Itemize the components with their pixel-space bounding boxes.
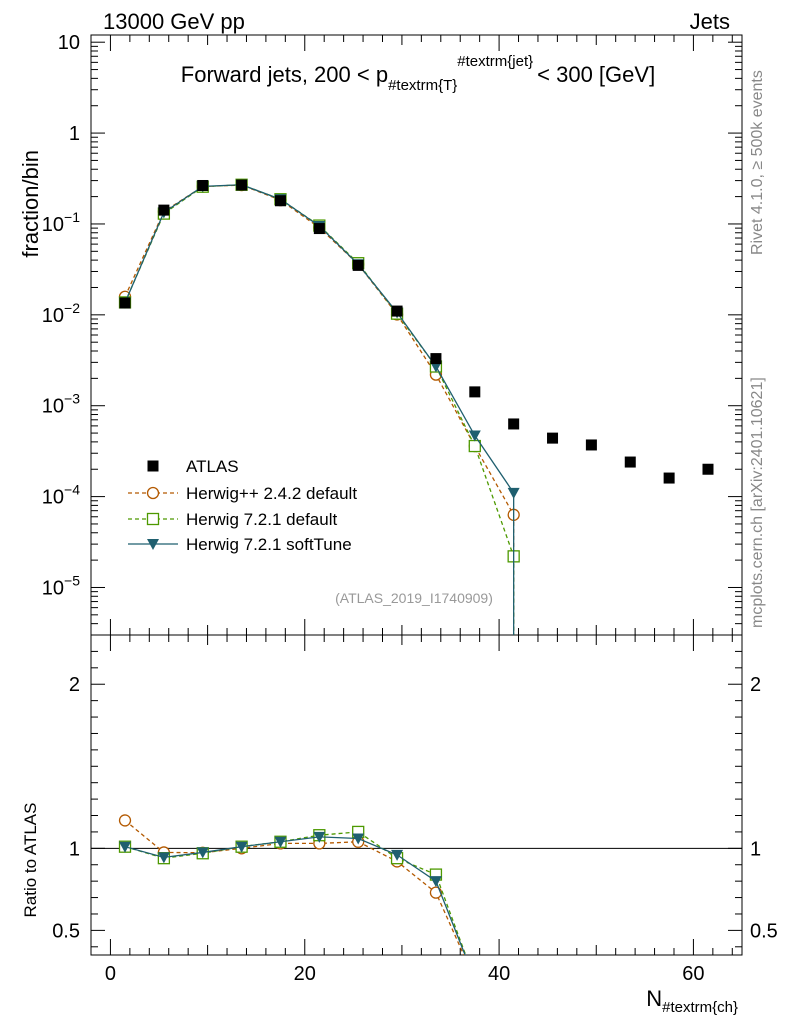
legend-label-atlas: ATLAS (186, 457, 239, 476)
ratio-point (391, 849, 404, 861)
ratio-point (235, 841, 248, 853)
ratio-y-tick-label-right: 1 (750, 838, 761, 860)
header-process: Jets (690, 9, 730, 34)
data-point (391, 305, 403, 317)
legend: ATLAS Herwig++ 2.4.2 default Herwig 7.2.… (128, 457, 357, 554)
main-y-tick-label: 10−2 (42, 300, 80, 327)
legend-marker-herwigpp (146, 486, 160, 500)
data-point (507, 487, 520, 499)
data-point (274, 195, 286, 207)
main-y-tick-label: 1 (69, 123, 80, 145)
data-point (585, 439, 597, 451)
data-point (702, 463, 714, 475)
mcplots-label: mcplots.cern.ch [arXiv:2401.10621] (749, 377, 766, 628)
data-point (468, 430, 481, 442)
ratio-ticks: 0.5 0.5 1 1 2 2 (52, 634, 778, 948)
ratio-line-herwigpp (124, 819, 465, 955)
chart-title: Forward jets, 200 < p#textrm{T}#textrm{j… (181, 53, 655, 94)
data-point (352, 259, 364, 271)
ratio-line-softtune (124, 836, 466, 955)
x-tick-label: 0 (105, 963, 116, 985)
ratio-y-axis-label: Ratio to ATLAS (21, 803, 40, 918)
ratio-point (119, 841, 132, 853)
main-y-tick-label: 10−3 (42, 391, 80, 418)
ratio-point (274, 836, 287, 848)
main-ticks: 10 1 10−1 10−2 10−3 10−4 10−5 (42, 32, 742, 636)
ratio-y-tick-label-right: 0.5 (750, 920, 778, 942)
data-point (158, 204, 170, 216)
ratio-plot-area (118, 814, 467, 955)
data-point (430, 353, 442, 365)
ratio-y-tick-label-left: 2 (69, 674, 80, 696)
legend-marker-herwig721 (146, 512, 160, 526)
data-point (624, 456, 636, 468)
data-point (236, 179, 248, 191)
data-point (429, 361, 442, 373)
legend-entry-atlas: ATLAS (147, 457, 239, 476)
analysis-tag: (ATLAS_2019_I1740909) (335, 590, 493, 606)
header-energy: 13000 GeV pp (103, 9, 245, 34)
data-point (119, 297, 131, 309)
data-point (547, 432, 559, 444)
data-point (197, 179, 209, 191)
main-y-axis-label: fraction/bin (18, 150, 43, 258)
ratio-point (157, 852, 170, 864)
legend-label-herwig721: Herwig 7.2.1 default (186, 510, 337, 529)
x-axis-label: N#textrm{ch} (646, 986, 738, 1016)
ratio-y-tick-label-left: 1 (69, 838, 80, 860)
main-series-softtune (119, 179, 520, 635)
ratio-panel-frame (90, 634, 743, 956)
data-point (508, 418, 520, 430)
rivet-label: Rivet 4.1.0, ≥ 500k events (749, 70, 766, 255)
ratio-y-tick-label-right: 2 (750, 674, 761, 696)
legend-label-herwigpp: Herwig++ 2.4.2 default (186, 484, 357, 503)
ratio-line-herwig721 (124, 831, 467, 955)
x-tick-label: 60 (682, 963, 704, 985)
ratio-point (196, 847, 209, 859)
x-tick-label: 40 (488, 963, 510, 985)
main-y-tick-label: 10−5 (42, 572, 80, 599)
ratio-y-tick-label-left: 0.5 (52, 920, 80, 942)
legend-entry-herwig721: Herwig 7.2.1 default (128, 510, 337, 529)
data-point (469, 386, 481, 398)
legend-marker-atlas (147, 460, 159, 472)
ratio-point (313, 831, 326, 843)
x-ticks: 0 20 40 60 (105, 35, 733, 985)
x-tick-label: 20 (294, 963, 316, 985)
ratio-point (352, 833, 365, 845)
main-plot-area (118, 178, 714, 635)
series-line-herwigpp (124, 184, 515, 516)
ratio-series-softtune (119, 831, 466, 955)
main-series-atlas (119, 179, 714, 484)
main-y-tick-label: 10−4 (42, 482, 80, 509)
data-point (313, 223, 325, 235)
ratio-series-herwig721 (118, 825, 467, 955)
legend-entry-softtune: Herwig 7.2.1 softTune (128, 535, 352, 554)
ratio-point (118, 814, 132, 827)
legend-entry-herwigpp: Herwig++ 2.4.2 default (128, 484, 357, 503)
data-point (663, 472, 675, 484)
ratio-point (429, 876, 442, 888)
main-y-tick-label: 10 (58, 32, 80, 54)
legend-label-softtune: Herwig 7.2.1 softTune (186, 535, 352, 554)
main-y-tick-label: 10−1 (42, 209, 80, 236)
legend-marker-softtune (147, 539, 159, 550)
